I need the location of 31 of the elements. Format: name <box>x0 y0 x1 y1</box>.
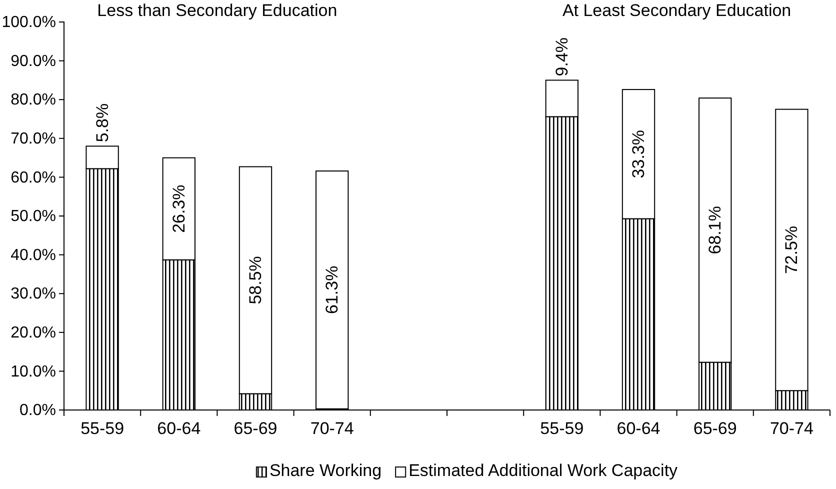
data-label: 61.3% <box>322 266 342 314</box>
data-label: 58.5% <box>246 256 265 304</box>
y-tick-label: 70.0% <box>10 130 56 148</box>
data-label: 9.4% <box>552 37 572 76</box>
legend-label: Share Working <box>269 461 382 480</box>
legend-label: Estimated Additional Work Capacity <box>408 461 678 480</box>
y-tick-label: 20.0% <box>10 324 56 342</box>
data-label: 68.1% <box>706 206 725 254</box>
y-tick-label: 10.0% <box>10 363 56 380</box>
x-tick-label: 65-69 <box>693 419 737 438</box>
y-tick-label: 50.0% <box>10 208 56 226</box>
y-tick-label: 30.0% <box>10 286 56 303</box>
text: At Least Secondary Education <box>562 1 792 20</box>
x-tick-label: 55-59 <box>540 419 584 438</box>
x-tick-label: 70-74 <box>310 419 354 438</box>
data-label: 5.8% <box>92 103 112 142</box>
x-tick-label: 60-64 <box>616 419 660 438</box>
y-tick-label: 80.0% <box>10 92 56 109</box>
y-tick-label: 0.0% <box>20 402 56 420</box>
x-tick-label: 60-64 <box>157 419 201 438</box>
y-tick-label: 100.0% <box>2 14 56 32</box>
y-tick-label: 40.0% <box>10 246 56 264</box>
x-tick-label: 65-69 <box>234 419 278 438</box>
text: Less than Secondary Education <box>97 1 338 20</box>
x-tick-label: 70-74 <box>770 419 814 438</box>
x-tick-label: 55-59 <box>80 419 124 438</box>
data-label: 33.3% <box>629 130 648 178</box>
data-label: 26.3% <box>169 184 188 233</box>
data-label: 72.5% <box>782 226 802 274</box>
y-tick-label: 90.0% <box>10 52 56 70</box>
y-tick-label: 60.0% <box>10 169 56 186</box>
